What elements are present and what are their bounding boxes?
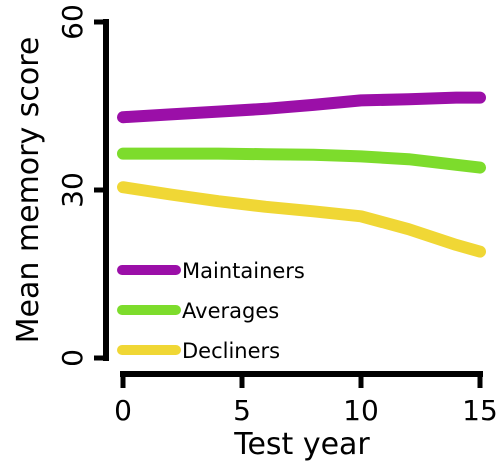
x-ticks: 0 5 10 15 (114, 374, 496, 427)
y-axis-title: Mean memory score (11, 37, 46, 344)
series-line-maintainers (117, 91, 486, 124)
legend-label-decliners: Decliners (182, 339, 280, 363)
legend: Maintainers Averages Decliners (117, 259, 305, 363)
x-tick-label: 5 (233, 394, 251, 427)
y-tick-label: 60 (56, 4, 89, 40)
series-line-decliners (117, 181, 486, 258)
x-axis-title: Test year (233, 427, 370, 462)
series-lines (117, 91, 486, 258)
series-line-averages (117, 147, 486, 174)
y-tick-label: 30 (56, 172, 89, 208)
legend-label-maintainers: Maintainers (182, 259, 305, 283)
x-tick-label: 10 (343, 394, 379, 427)
x-tick-label: 15 (462, 394, 496, 427)
y-tick-label: 0 (56, 349, 89, 367)
legend-label-averages: Averages (182, 299, 279, 323)
y-ticks: 0 30 60 (56, 4, 106, 367)
x-tick-label: 0 (114, 394, 132, 427)
